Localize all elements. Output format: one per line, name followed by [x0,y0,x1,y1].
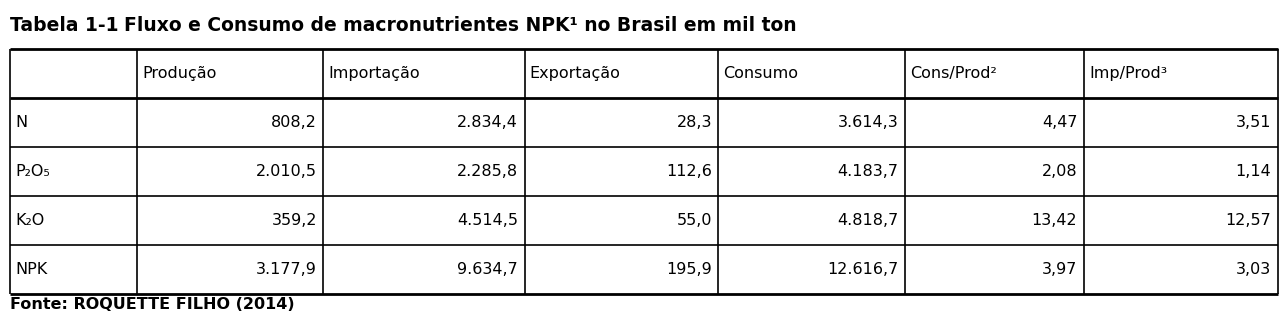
Text: 3,97: 3,97 [1041,262,1077,277]
Text: P₂O₅: P₂O₅ [15,164,50,179]
Text: NPK: NPK [15,262,48,277]
Text: 195,9: 195,9 [666,262,713,277]
Text: 359,2: 359,2 [271,213,317,228]
Text: Tabela 1-1: Tabela 1-1 [10,16,119,35]
Text: 3.177,9: 3.177,9 [256,262,317,277]
Text: 3,51: 3,51 [1235,115,1271,130]
Text: 4.514,5: 4.514,5 [457,213,519,228]
Text: 2,08: 2,08 [1041,164,1077,179]
Text: 55,0: 55,0 [677,213,713,228]
Text: Consumo: Consumo [724,66,799,81]
Text: Cons/Prod²: Cons/Prod² [910,66,996,81]
Text: 112,6: 112,6 [666,164,713,179]
Text: Importação: Importação [329,66,420,81]
Text: 3.614,3: 3.614,3 [837,115,899,130]
Text: 12.616,7: 12.616,7 [827,262,899,277]
Text: 9.634,7: 9.634,7 [457,262,519,277]
Text: Produção: Produção [143,66,217,81]
Text: 2.285,8: 2.285,8 [457,164,519,179]
Text: 28,3: 28,3 [677,115,713,130]
Text: Exportação: Exportação [530,66,620,81]
Text: K₂O: K₂O [15,213,45,228]
Text: 2.010,5: 2.010,5 [256,164,317,179]
Text: 1,14: 1,14 [1235,164,1271,179]
Text: 12,57: 12,57 [1225,213,1271,228]
Text: Fonte: ROQUETTE FILHO (2014): Fonte: ROQUETTE FILHO (2014) [10,297,295,312]
Text: N: N [15,115,27,130]
Text: 3,03: 3,03 [1236,262,1271,277]
Text: 13,42: 13,42 [1032,213,1077,228]
Text: 808,2: 808,2 [271,115,317,130]
Text: 4.183,7: 4.183,7 [837,164,899,179]
Text: 4,47: 4,47 [1041,115,1077,130]
Text: Imp/Prod³: Imp/Prod³ [1089,66,1167,81]
Text: 4.818,7: 4.818,7 [837,213,899,228]
Text: Fluxo e Consumo de macronutrientes NPK¹ no Brasil em mil ton: Fluxo e Consumo de macronutrientes NPK¹ … [98,16,796,35]
Text: 2.834,4: 2.834,4 [457,115,519,130]
